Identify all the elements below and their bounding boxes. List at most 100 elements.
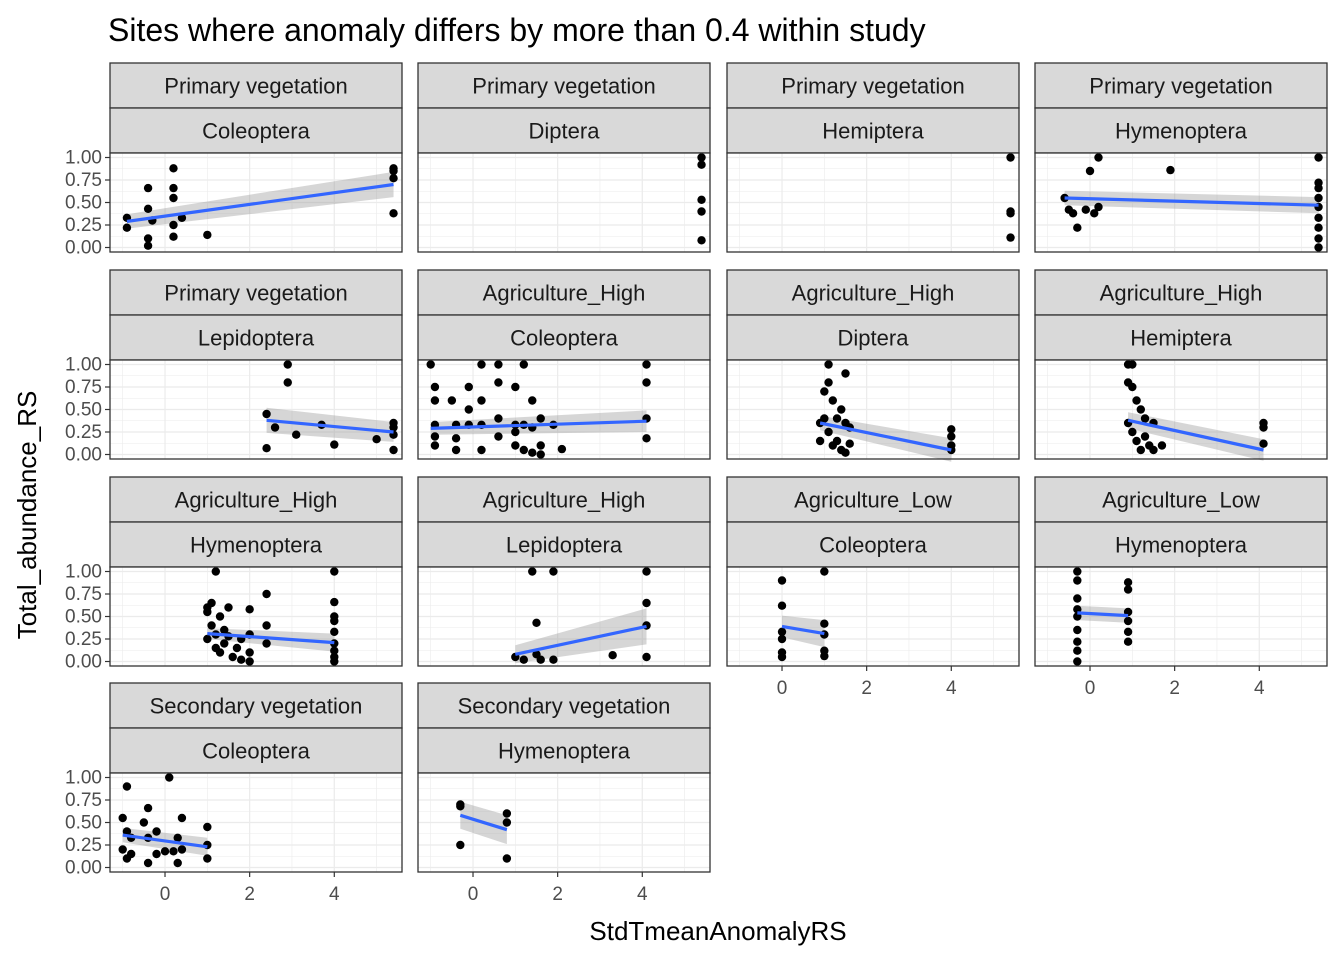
panel-border bbox=[417, 566, 711, 667]
data-point bbox=[1123, 585, 1133, 594]
facet-panel: Secondary vegetationColeoptera0.000.250.… bbox=[65, 682, 403, 905]
data-point bbox=[143, 803, 153, 813]
data-point bbox=[177, 213, 187, 222]
data-point bbox=[697, 160, 706, 169]
y-tick-label: 0.00 bbox=[65, 858, 102, 879]
facet-panel: Primary vegetation Hymenoptera bbox=[1034, 62, 1328, 253]
data-point bbox=[820, 387, 829, 396]
data-point bbox=[697, 195, 706, 204]
data-point bbox=[642, 434, 651, 443]
panel-border bbox=[417, 359, 711, 460]
data-point bbox=[447, 396, 457, 405]
data-point bbox=[1259, 423, 1268, 432]
data-point bbox=[947, 432, 956, 441]
strip-land-use-label: Agriculture_Low bbox=[794, 488, 952, 513]
data-point bbox=[283, 360, 292, 369]
data-point bbox=[815, 436, 825, 446]
strip-order-label: Coleoptera bbox=[819, 533, 927, 558]
strip-land-use bbox=[726, 269, 1020, 316]
data-point bbox=[494, 414, 503, 423]
strip-land-use bbox=[417, 476, 711, 523]
panel-border bbox=[726, 359, 1020, 460]
x-tick-label: 2 bbox=[1169, 678, 1180, 699]
data-point bbox=[536, 441, 545, 450]
data-point bbox=[697, 236, 706, 245]
data-point bbox=[820, 414, 829, 423]
data-point bbox=[203, 607, 212, 617]
data-point bbox=[143, 241, 153, 250]
strip-land-use-label: Primary vegetation bbox=[164, 74, 347, 99]
data-point bbox=[1094, 153, 1103, 162]
smooth-fit-line bbox=[819, 421, 952, 452]
data-point bbox=[1006, 153, 1015, 162]
strip-land-use-label: Primary vegetation bbox=[164, 281, 347, 306]
data-point bbox=[464, 382, 473, 392]
data-point bbox=[1314, 183, 1323, 193]
smooth-fit-line bbox=[781, 624, 825, 636]
strip-land-use-label: Secondary vegetation bbox=[458, 694, 671, 719]
data-point bbox=[1140, 432, 1150, 441]
strip-order-label: Coleoptera bbox=[510, 326, 618, 351]
data-point bbox=[169, 164, 178, 173]
data-point bbox=[211, 567, 220, 576]
data-point bbox=[245, 605, 254, 614]
strip-order bbox=[726, 314, 1020, 361]
data-point bbox=[1123, 627, 1133, 636]
data-point bbox=[118, 813, 127, 823]
facet-panel: Primary vegetation Diptera bbox=[417, 62, 711, 253]
strip-land-use bbox=[1034, 476, 1328, 523]
strip-land-use-label: Agriculture_High bbox=[1100, 281, 1263, 306]
data-point bbox=[451, 434, 461, 443]
facet-panel: Agriculture_High Coleoptera bbox=[417, 269, 711, 460]
data-point bbox=[1314, 193, 1323, 203]
strip-order-label: Hemiptera bbox=[1130, 326, 1232, 351]
data-point bbox=[1166, 165, 1175, 175]
x-tick-label: 0 bbox=[1085, 678, 1096, 699]
confidence-ribbon bbox=[126, 171, 394, 229]
data-point bbox=[1073, 625, 1082, 635]
data-point bbox=[642, 378, 651, 387]
x-tick-label: 4 bbox=[329, 884, 340, 905]
strip-order bbox=[417, 107, 711, 154]
data-point bbox=[169, 193, 178, 203]
strip-order bbox=[417, 521, 711, 568]
data-point bbox=[824, 360, 833, 369]
data-point bbox=[262, 444, 271, 453]
x-tick-label: 4 bbox=[946, 678, 957, 699]
data-point bbox=[1314, 153, 1323, 162]
data-point bbox=[122, 223, 132, 232]
data-point bbox=[519, 445, 528, 455]
smooth-fit-line bbox=[207, 632, 335, 645]
x-axis-label: StdTmeanAnomalyRS bbox=[589, 916, 846, 946]
data-point bbox=[845, 439, 854, 448]
data-point bbox=[642, 652, 651, 662]
data-point bbox=[122, 782, 132, 791]
strip-order bbox=[726, 107, 1020, 154]
data-point bbox=[1068, 209, 1078, 218]
data-point bbox=[824, 378, 833, 387]
data-point bbox=[697, 207, 706, 216]
data-point bbox=[1073, 594, 1082, 603]
data-point bbox=[557, 444, 567, 454]
smooth-fit-line bbox=[126, 182, 394, 223]
data-point bbox=[169, 220, 178, 230]
data-point bbox=[262, 639, 271, 648]
smooth-fit-line bbox=[459, 813, 508, 832]
data-point bbox=[549, 655, 558, 664]
data-point bbox=[1259, 439, 1268, 448]
y-tick-label: 0.50 bbox=[65, 193, 102, 214]
data-point bbox=[477, 360, 486, 369]
data-point bbox=[697, 153, 706, 162]
strip-order-label: Hymenoptera bbox=[190, 533, 323, 558]
smooth-fit-line bbox=[1064, 196, 1319, 207]
data-point bbox=[1123, 616, 1133, 626]
data-point bbox=[841, 369, 850, 378]
data-point bbox=[330, 627, 339, 636]
strip-order bbox=[109, 521, 403, 568]
data-point bbox=[1073, 637, 1082, 646]
facet-panel: Primary vegetation Hemiptera bbox=[726, 62, 1020, 253]
smooth-fit-line bbox=[430, 419, 647, 430]
data-point bbox=[1073, 223, 1082, 232]
panel-border bbox=[1034, 152, 1328, 253]
data-point bbox=[536, 450, 545, 459]
